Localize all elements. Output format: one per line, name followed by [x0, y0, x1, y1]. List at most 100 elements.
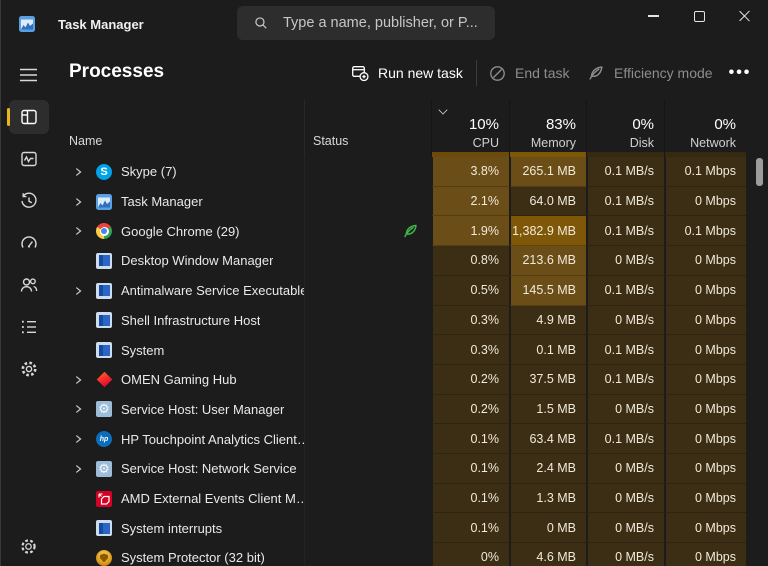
sidebar-item-performance[interactable] — [9, 142, 49, 176]
sort-descending-icon — [439, 105, 447, 113]
table-row[interactable]: System interrupts0.1%0 MB0 MB/s0 Mbps — [56, 513, 746, 543]
table-row[interactable]: Desktop Window Manager0.8%213.6 MB0 MB/s… — [56, 246, 746, 276]
vertical-scrollbar[interactable] — [756, 158, 763, 186]
sidebar-item-services[interactable] — [9, 352, 49, 386]
process-name: Service Host: Network Service — [121, 461, 297, 476]
table-row[interactable]: OMEN Gaming Hub0.2%37.5 MB0.1 MB/s0 Mbps — [56, 365, 746, 395]
minimize-button[interactable] — [630, 0, 676, 32]
column-header-name[interactable]: Name — [56, 100, 304, 157]
efficiency-mode-button[interactable]: Efficiency mode — [587, 57, 713, 89]
details-icon — [19, 317, 39, 337]
process-name: Desktop Window Manager — [121, 253, 273, 268]
table-row[interactable]: Task Manager2.1%64.0 MB0.1 MB/s0 Mbps — [56, 187, 746, 217]
memory-value: 63.4 MB — [509, 424, 586, 454]
memory-value: 0 MB — [509, 513, 586, 543]
table-row[interactable]: ⚙Service Host: User Manager0.2%1.5 MB0 M… — [56, 395, 746, 425]
table-row[interactable]: Antimalware Service Executable0.5%145.5 … — [56, 276, 746, 306]
column-header-cpu[interactable]: 10% CPU — [431, 100, 509, 157]
startup-apps-icon — [19, 233, 39, 253]
network-value: 0.1 Mbps — [664, 216, 746, 246]
more-options-button[interactable]: ••• — [725, 57, 755, 89]
expand-chevron-icon[interactable] — [71, 402, 85, 416]
column-header-disk[interactable]: 0% Disk — [586, 100, 664, 157]
efficiency-leaf-icon — [402, 223, 419, 240]
sidebar-item-processes[interactable] — [9, 100, 49, 134]
efficiency-mode-icon — [587, 64, 605, 82]
settings-button[interactable] — [1, 537, 56, 556]
table-row[interactable]: Shell Infrastructure Host0.3%4.9 MB0 MB/… — [56, 306, 746, 336]
memory-value: 37.5 MB — [509, 365, 586, 395]
cpu-value: 0.2% — [431, 395, 509, 425]
performance-icon — [19, 149, 39, 169]
amd-icon — [96, 491, 112, 507]
network-column-label: Network — [690, 136, 736, 150]
cpu-value: 0% — [431, 543, 509, 566]
search-input[interactable] — [281, 14, 495, 32]
sidebar — [1, 48, 56, 566]
sidebar-item-users[interactable] — [9, 268, 49, 302]
chrome-icon — [96, 223, 112, 239]
table-row[interactable]: ⚙Service Host: Network Service0.1%2.4 MB… — [56, 454, 746, 484]
close-button[interactable] — [722, 0, 768, 32]
skype-icon: S — [96, 164, 112, 180]
table-row[interactable]: hpHP Touchpoint Analytics Client…0.1%63.… — [56, 424, 746, 454]
end-task-icon — [489, 65, 506, 82]
column-header-status[interactable]: Status — [304, 100, 431, 157]
process-name-cell: System — [56, 335, 304, 365]
disk-value: 0.1 MB/s — [586, 216, 664, 246]
column-header-network[interactable]: 0% Network — [664, 100, 746, 157]
process-name-cell: AMD External Events Client M… — [56, 484, 304, 514]
process-status-cell — [304, 306, 431, 336]
memory-value: 1.5 MB — [509, 395, 586, 425]
process-name-cell: Shell Infrastructure Host — [56, 306, 304, 336]
table-row[interactable]: System Protector (32 bit)0%4.6 MB0 MB/s0… — [56, 543, 746, 566]
process-name-cell: ⚙Service Host: User Manager — [56, 395, 304, 425]
search-box[interactable] — [237, 6, 495, 40]
service-gear-icon: ⚙ — [96, 401, 112, 417]
task-manager-icon — [96, 194, 112, 210]
memory-column-label: Memory — [531, 136, 576, 150]
expand-chevron-icon[interactable] — [71, 224, 85, 238]
process-table: Name Status 10% CPU 83% Memory 0% Disk 0… — [56, 100, 746, 566]
cpu-value: 0.5% — [431, 276, 509, 306]
expand-chevron-icon[interactable] — [71, 432, 85, 446]
expand-chevron-icon[interactable] — [71, 165, 85, 179]
disk-value: 0 MB/s — [586, 306, 664, 336]
run-new-task-button[interactable]: Run new task — [351, 57, 463, 89]
process-status-cell — [304, 543, 431, 566]
expand-chevron-icon[interactable] — [71, 195, 85, 209]
expand-chevron-icon[interactable] — [71, 462, 85, 476]
expand-chevron-icon[interactable] — [71, 284, 85, 298]
table-row[interactable]: AMD External Events Client M…0.1%1.3 MB0… — [56, 484, 746, 514]
column-header-memory[interactable]: 83% Memory — [509, 100, 586, 157]
menu-button[interactable] — [9, 58, 49, 92]
end-task-button[interactable]: End task — [489, 57, 569, 89]
app-window-icon — [96, 312, 112, 328]
hp-icon: hp — [96, 431, 112, 447]
network-value: 0 Mbps — [664, 306, 746, 336]
maximize-button[interactable] — [676, 0, 722, 32]
window-title: Task Manager — [58, 0, 144, 48]
menu-icon — [19, 67, 38, 83]
expand-chevron-icon[interactable] — [71, 373, 85, 387]
memory-value: 213.6 MB — [509, 246, 586, 276]
process-status-cell — [304, 484, 431, 514]
memory-value: 0.1 MB — [509, 335, 586, 365]
disk-value: 0 MB/s — [586, 484, 664, 514]
users-icon — [19, 275, 39, 295]
table-row[interactable]: SSkype (7)3.8%265.1 MB0.1 MB/s0.1 Mbps — [56, 157, 746, 187]
memory-value: 1.3 MB — [509, 484, 586, 514]
cpu-value: 0.3% — [431, 335, 509, 365]
table-row[interactable]: Google Chrome (29)1.9%1,382.9 MB0.1 MB/s… — [56, 216, 746, 246]
sidebar-item-app-history[interactable] — [9, 184, 49, 218]
table-row[interactable]: System0.3%0.1 MB0.1 MB/s0 Mbps — [56, 335, 746, 365]
titlebar[interactable]: Task Manager — [1, 0, 768, 48]
ellipsis-icon: ••• — [729, 64, 752, 82]
sidebar-item-details[interactable] — [9, 310, 49, 344]
network-value: 0 Mbps — [664, 276, 746, 306]
sidebar-item-startup-apps[interactable] — [9, 226, 49, 260]
disk-value: 0.1 MB/s — [586, 365, 664, 395]
cpu-value: 0.3% — [431, 306, 509, 336]
twisty-spacer — [71, 313, 85, 327]
cpu-value: 0.1% — [431, 454, 509, 484]
